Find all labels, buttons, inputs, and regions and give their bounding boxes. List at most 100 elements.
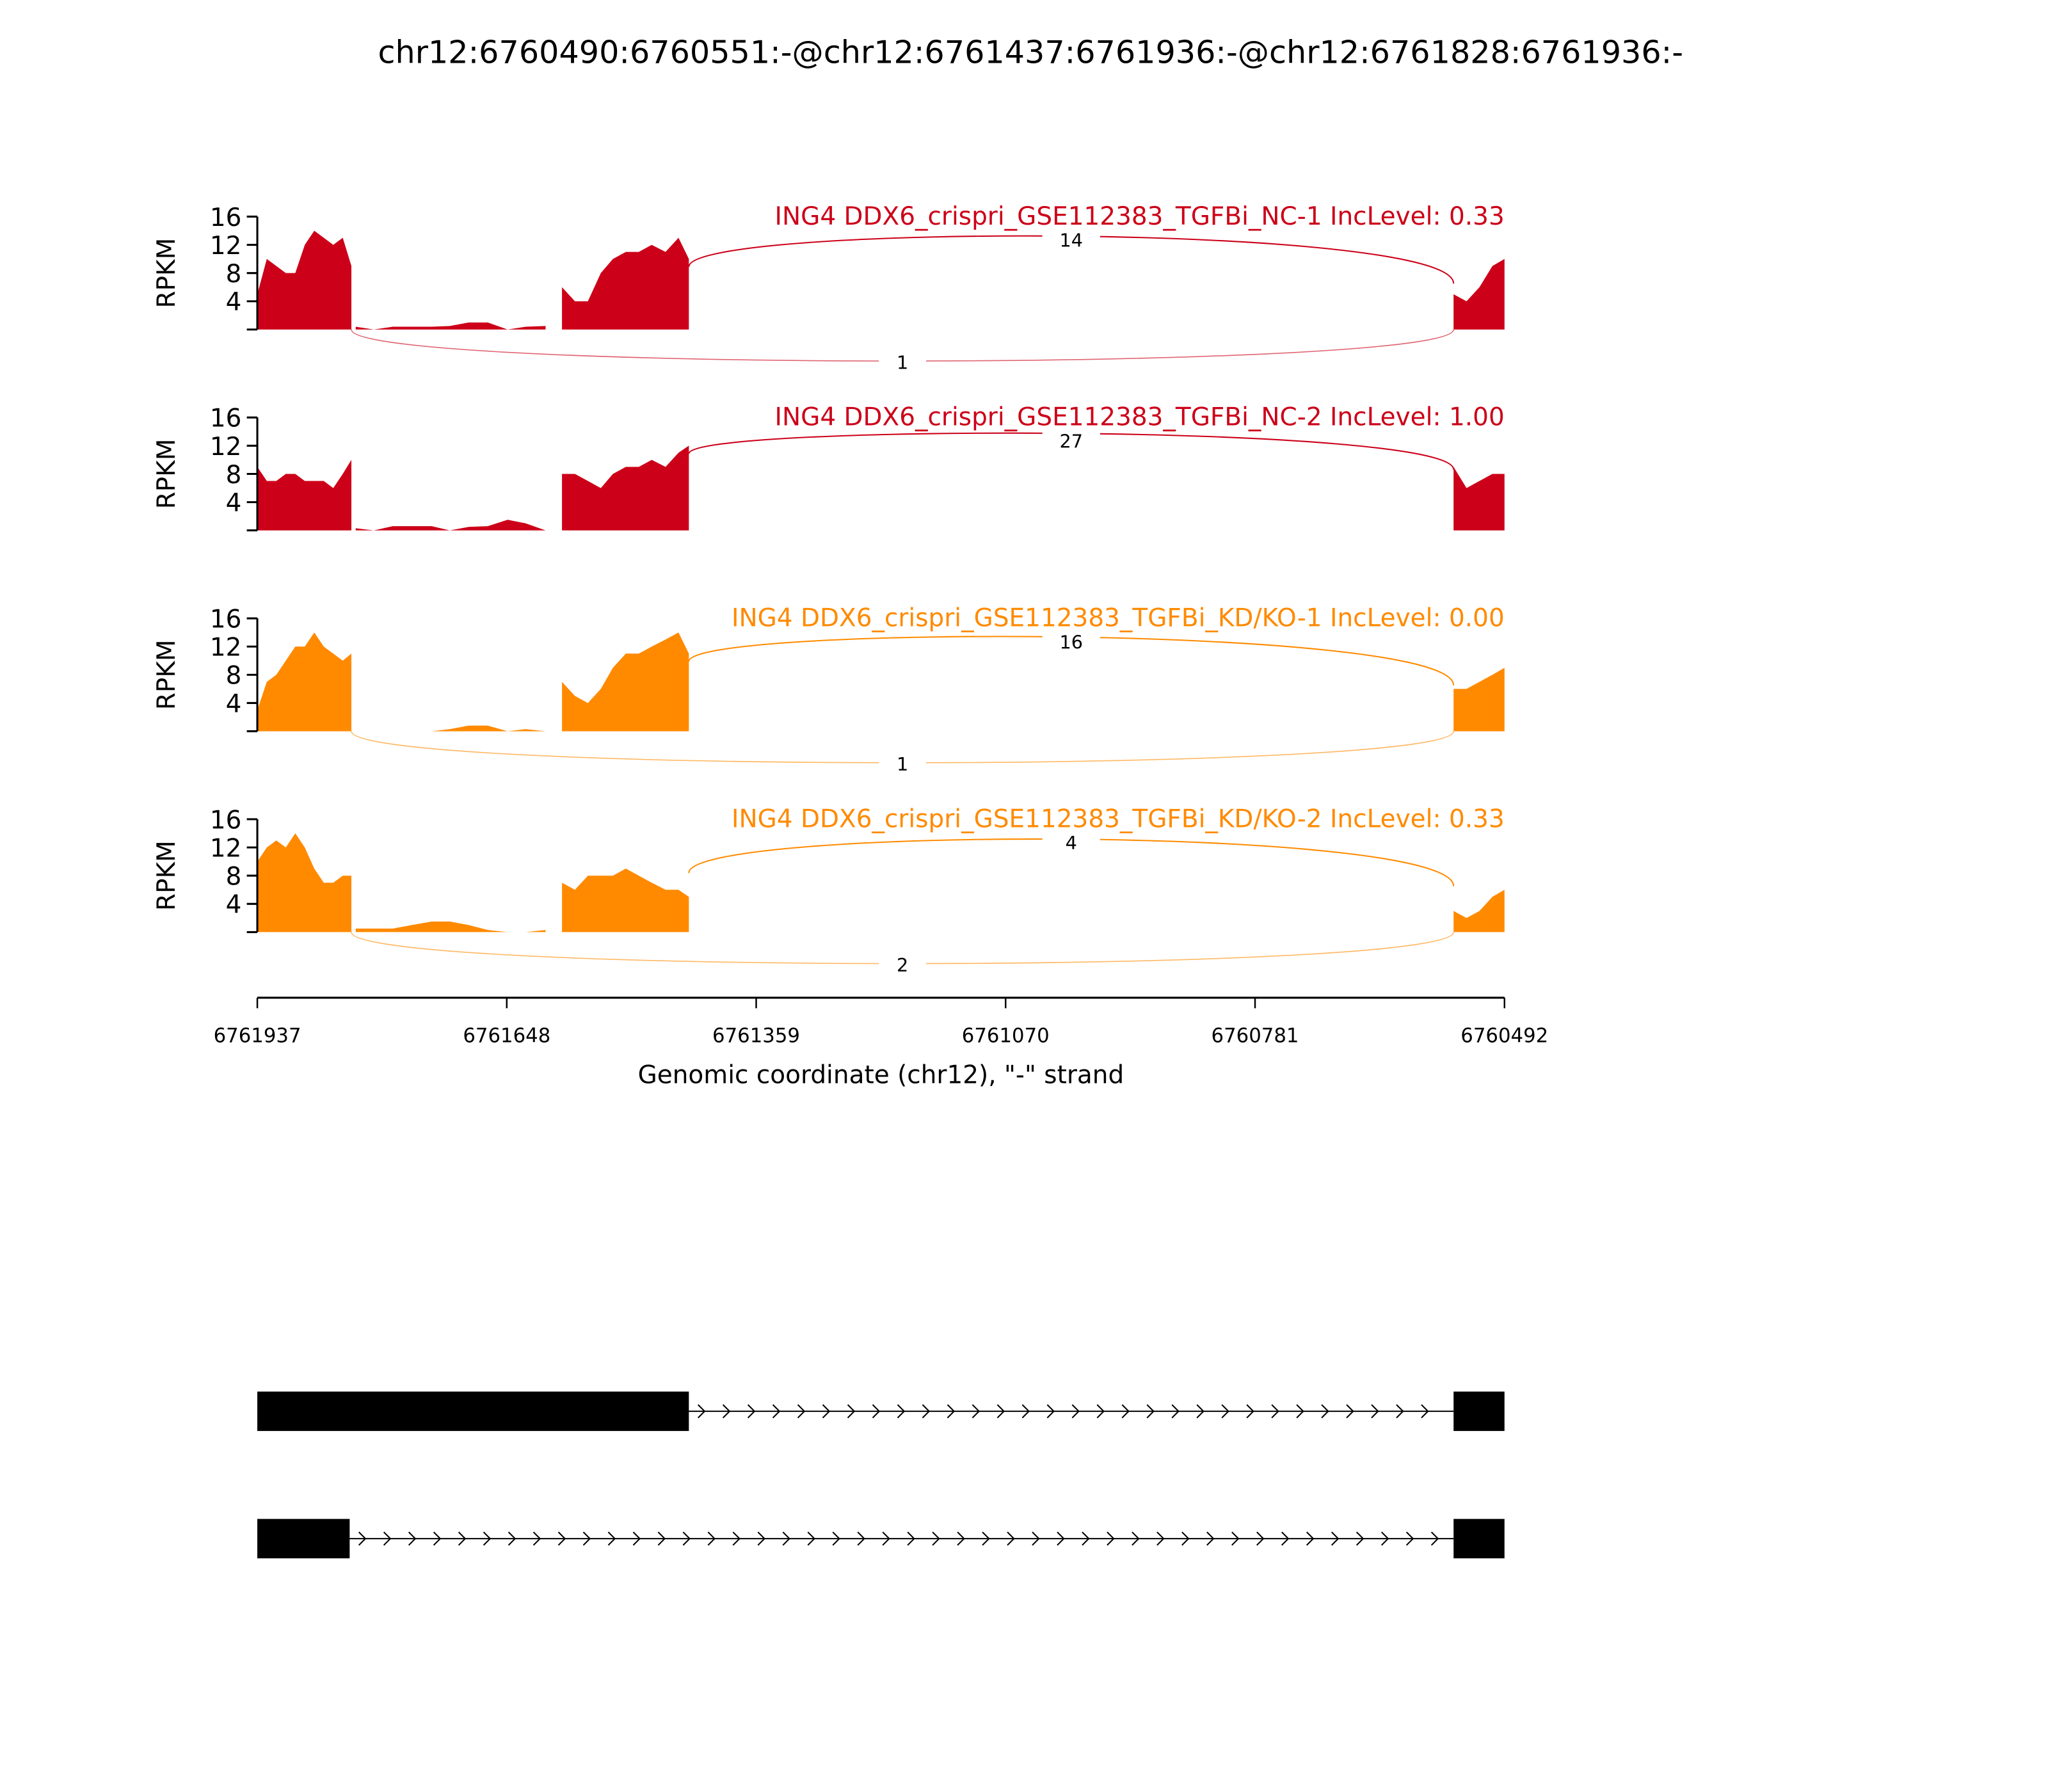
strand-arrow-icon — [1396, 1404, 1404, 1419]
coverage-area-exon-upstream — [257, 460, 352, 531]
sample-label: ING4 DDX6_crispri_GSE112383_TGFBi_NC-1 I… — [774, 202, 1504, 231]
strand-arrow-icon — [1256, 1532, 1265, 1546]
strand-arrow-icon — [1321, 1404, 1329, 1419]
strand-arrow-icon — [1271, 1404, 1279, 1419]
strand-arrow-icon — [1296, 1404, 1304, 1419]
exon-block — [257, 1391, 689, 1431]
x-tick-label: 6761937 — [214, 1025, 301, 1048]
strand-arrow-icon — [972, 1404, 980, 1419]
y-tick-label: 8 — [226, 260, 242, 289]
strand-arrow-icon — [1231, 1532, 1240, 1546]
y-tick-label: 12 — [210, 634, 242, 662]
coverage-area-exon-downstream — [1453, 259, 1505, 330]
strand-arrow-icon — [532, 1532, 541, 1546]
strand-arrow-icon — [1221, 1404, 1229, 1419]
coverage-area-exon-upstream — [257, 833, 352, 932]
coverage-area-low-coverage — [355, 520, 546, 531]
strand-arrow-icon — [1356, 1532, 1364, 1546]
strand-arrow-icon — [1306, 1532, 1315, 1546]
y-tick-label: 4 — [226, 288, 242, 317]
y-tick-label: 16 — [210, 605, 242, 634]
y-tick-label: 4 — [226, 489, 242, 518]
junction-label-bg — [879, 348, 927, 374]
strand-arrow-icon — [383, 1532, 392, 1546]
junction-label-bg — [1042, 627, 1100, 654]
x-tick-label: 6761070 — [962, 1025, 1050, 1048]
strand-arrow-icon — [747, 1404, 756, 1419]
coverage-area-low-coverage — [355, 322, 546, 330]
strand-arrow-icon — [607, 1532, 616, 1546]
strand-arrow-icon — [807, 1532, 815, 1546]
strand-arrow-icon — [1246, 1404, 1254, 1419]
strand-arrow-icon — [922, 1404, 931, 1419]
coverage-area-low-coverage — [355, 921, 546, 932]
strand-arrow-icon — [1405, 1532, 1414, 1546]
strand-arrow-icon — [907, 1532, 915, 1546]
junction-label-bg — [879, 749, 927, 776]
gene-model-2 — [257, 1519, 1505, 1558]
strand-arrow-icon — [1331, 1532, 1340, 1546]
y-tick-label: 12 — [210, 433, 242, 461]
strand-arrow-icon — [1196, 1404, 1204, 1419]
strand-arrow-icon — [1121, 1404, 1130, 1419]
strand-arrow-icon — [732, 1532, 741, 1546]
gene-models — [257, 1391, 1505, 1558]
y-tick-label: 8 — [226, 461, 242, 490]
strand-arrow-icon — [797, 1404, 806, 1419]
coverage-area-exon-middle — [562, 237, 689, 330]
strand-arrow-icon — [782, 1532, 790, 1546]
strand-arrow-icon — [1132, 1532, 1140, 1546]
strand-arrow-icon — [1156, 1532, 1165, 1546]
y-tick-label: 4 — [226, 891, 242, 920]
gene-model-1 — [257, 1391, 1505, 1431]
junction-count-inclusion: 4 — [1066, 832, 1077, 854]
strand-arrow-icon — [483, 1532, 492, 1546]
junction-count-exclusion: 2 — [897, 954, 908, 976]
y-tick-label: 12 — [210, 834, 242, 863]
strand-arrow-icon — [847, 1404, 856, 1419]
junction-label-bg — [1042, 426, 1100, 453]
coverage-area-exon-middle — [562, 445, 689, 531]
y-tick-label: 16 — [210, 404, 242, 433]
strand-arrow-icon — [1421, 1404, 1429, 1419]
strand-arrow-icon — [1032, 1532, 1040, 1546]
strand-arrow-icon — [947, 1404, 956, 1419]
strand-arrow-icon — [358, 1532, 367, 1546]
strand-arrow-icon — [1371, 1404, 1379, 1419]
coverage-area-low-coverage — [355, 725, 546, 732]
coverage-area-exon-upstream — [257, 230, 352, 330]
x-tick-label: 6761359 — [712, 1025, 800, 1048]
x-axis-label: Genomic coordinate (chr12), "-" strand — [638, 1060, 1124, 1089]
coverage-area-exon-downstream — [1453, 890, 1505, 932]
y-tick-label: 8 — [226, 662, 242, 691]
strand-arrow-icon — [872, 1404, 881, 1419]
chart-title: chr12:6760490:6760551:-@chr12:6761437:67… — [378, 33, 1683, 70]
exon-block — [1453, 1519, 1505, 1558]
strand-arrow-icon — [707, 1532, 716, 1546]
coverage-area-exon-middle — [562, 868, 689, 932]
strand-arrow-icon — [682, 1532, 691, 1546]
strand-arrow-icon — [508, 1532, 516, 1546]
y-axis-label: RPKM — [152, 238, 181, 308]
sample-label: ING4 DDX6_crispri_GSE112383_TGFBi_NC-2 I… — [774, 403, 1504, 432]
exon-block — [1453, 1391, 1505, 1431]
coverage-area-exon-upstream — [257, 632, 352, 732]
junction-count-inclusion: 14 — [1060, 230, 1084, 252]
junction-count-exclusion: 1 — [897, 753, 908, 775]
strand-arrow-icon — [932, 1532, 940, 1546]
strand-arrow-icon — [657, 1532, 666, 1546]
junction-label-bg — [1042, 225, 1100, 252]
strand-arrow-icon — [632, 1532, 641, 1546]
strand-arrow-icon — [1346, 1404, 1354, 1419]
strand-arrow-icon — [996, 1404, 1005, 1419]
sample-label: ING4 DDX6_crispri_GSE112383_TGFBi_KD/KO-… — [732, 804, 1505, 833]
strand-arrow-icon — [1057, 1532, 1065, 1546]
y-tick-label: 4 — [226, 690, 242, 719]
x-tick-label: 6760492 — [1460, 1025, 1548, 1048]
sample-label: ING4 DDX6_crispri_GSE112383_TGFBi_KD/KO-… — [732, 604, 1505, 632]
strand-arrow-icon — [433, 1532, 442, 1546]
